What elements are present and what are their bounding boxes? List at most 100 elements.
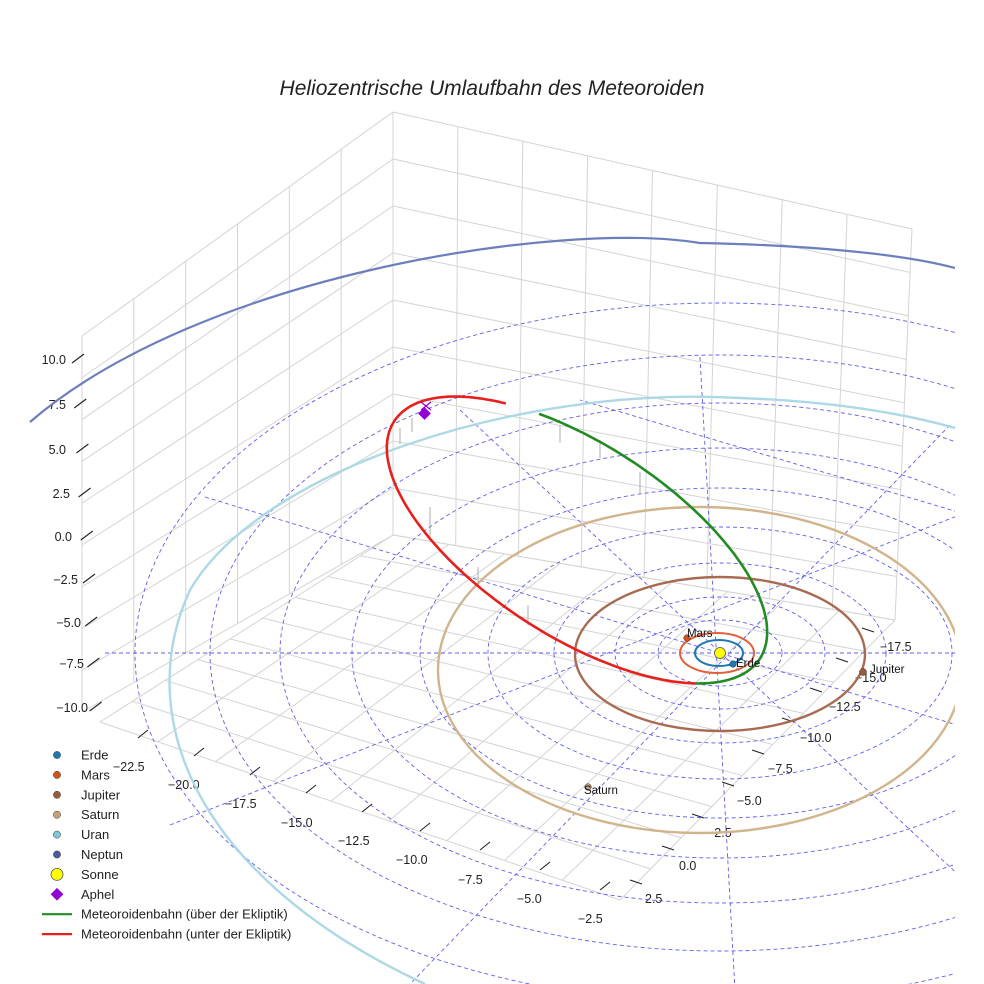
legend-label: Sonne (81, 867, 119, 882)
x-tick-label: −12.5 (829, 700, 861, 714)
y-tick-label: −17.5 (225, 797, 257, 811)
grid-line (81, 487, 394, 671)
grid-line (392, 299, 905, 404)
ecliptic-grid-circle (614, 596, 826, 710)
ecliptic-grid-circle (553, 562, 887, 744)
legend-marker (53, 850, 61, 859)
grid-line (273, 562, 561, 782)
x-tick-label: −7.5 (768, 762, 793, 776)
y-tick-mark (361, 803, 373, 813)
z-tick-mark (78, 487, 91, 498)
z-tick-mark (71, 353, 85, 364)
x-tick-label: −5.0 (737, 794, 762, 808)
x-tick-mark (661, 845, 675, 851)
y-tick-mark (479, 841, 491, 851)
x-tick-mark (835, 657, 849, 663)
x-tick-mark (721, 781, 735, 787)
z-tick-label: −7.5 (59, 657, 84, 671)
legend-label: Saturn (81, 807, 119, 822)
legend-label: Erde (81, 748, 108, 763)
grid-line (99, 721, 621, 901)
grid-line (197, 659, 712, 808)
z-tick-mark (84, 616, 98, 627)
meteoroid-orbit-below (385, 395, 696, 685)
earth-marker (729, 660, 737, 668)
x-tick-mark (861, 627, 875, 633)
jupiter-label: Jupiter (870, 664, 905, 676)
saturn-marker (584, 783, 592, 791)
x-tick-mark (629, 879, 643, 885)
z-axis: 10.0 7.5 5.0 2.5 0.0 −2.5 −5.0 −7.5 −10.… (42, 353, 88, 715)
x-tick-label: −17.5 (880, 640, 912, 654)
earth-label: Erde (736, 658, 760, 670)
grid-line (388, 581, 673, 822)
z-tick-mark (87, 657, 100, 668)
neptune-orbit (29, 236, 955, 423)
z-tick-label: −5.0 (56, 616, 81, 630)
box-grid (81, 111, 913, 901)
y-tick-mark (305, 784, 317, 794)
ecliptic-grid-spoke (579, 399, 955, 512)
legend-label: Meteoroidenbahn (unter der Ekliptik) (81, 927, 291, 942)
y-tick-label: −10.0 (396, 853, 428, 867)
legend-item: Meteoroidenbahn (über der Ekliptik) (42, 907, 288, 922)
grid-line (81, 205, 394, 420)
grid-line (81, 393, 394, 588)
legend-item: Sonne (50, 867, 119, 882)
z-tick-label: −2.5 (53, 573, 78, 587)
y-tick-label: −22.5 (113, 760, 145, 774)
legend-marker (53, 790, 61, 799)
x-tick-mark (809, 687, 823, 693)
x-tick-label: 2.5 (645, 892, 662, 906)
grid-line (894, 228, 913, 621)
mars-marker (683, 634, 691, 642)
legend-label: Mars (81, 767, 110, 782)
y-tick-mark (599, 881, 611, 891)
drop-lines (399, 418, 641, 625)
grid-line (580, 155, 589, 567)
x-tick-mark (751, 749, 765, 755)
z-tick-label: 2.5 (53, 487, 70, 501)
grid-line (164, 679, 682, 839)
legend-item: Uran (53, 827, 109, 842)
y-axis: −22.5 −20.0 −17.5 −15.0 −12.5 −10.0 −7.5… (113, 760, 603, 926)
ecliptic-grid (105, 302, 955, 984)
y-tick-label: −15.0 (281, 816, 313, 830)
aphel-marker (418, 407, 431, 420)
grid-line (157, 544, 450, 743)
legend-label: Aphel (81, 887, 114, 902)
grid-line (81, 158, 394, 379)
chart-title: Heliozentrische Umlaufbahn des Meteoroid… (280, 77, 705, 100)
grid-line (392, 393, 901, 491)
ecliptic-grid-spoke (204, 496, 955, 725)
grid-line (330, 572, 617, 802)
legend-item: Mars (53, 767, 110, 782)
grid-line (99, 534, 394, 723)
grid-line (392, 487, 897, 578)
z-tick-mark (73, 398, 87, 409)
ecliptic-grid-circle (657, 619, 783, 687)
ecliptic-grid-spoke (699, 356, 736, 984)
grid-line (81, 111, 394, 337)
ecliptic-grid-circle (134, 302, 955, 984)
saturn-label: Saturn (584, 785, 618, 797)
grid-line (831, 214, 848, 610)
z-tick-mark (80, 530, 94, 541)
grid-line (643, 170, 653, 578)
legend: Erde Mars Jupiter Saturn Uran Neptun Sonne Aphe… (42, 748, 291, 942)
jupiter-orbit (573, 575, 867, 733)
legend-item: Jupiter (53, 787, 121, 802)
z-tick-mark (82, 573, 96, 584)
z-tick-label: −10.0 (56, 701, 88, 715)
z-tick-label: 7.5 (49, 398, 66, 412)
grid-line (81, 534, 394, 713)
y-tick-mark (137, 729, 149, 739)
x-tick-label: 0.0 (679, 859, 696, 873)
grid-line (518, 141, 524, 557)
grid-line (392, 111, 913, 230)
legend-marker (53, 751, 61, 759)
legend-marker (53, 771, 61, 779)
x-axis: −17.5 −15.0 −12.5 −10.0 −7.5 −5.0 −2.5 0… (645, 640, 912, 906)
grid-line (132, 700, 651, 870)
grid-line (561, 610, 840, 881)
